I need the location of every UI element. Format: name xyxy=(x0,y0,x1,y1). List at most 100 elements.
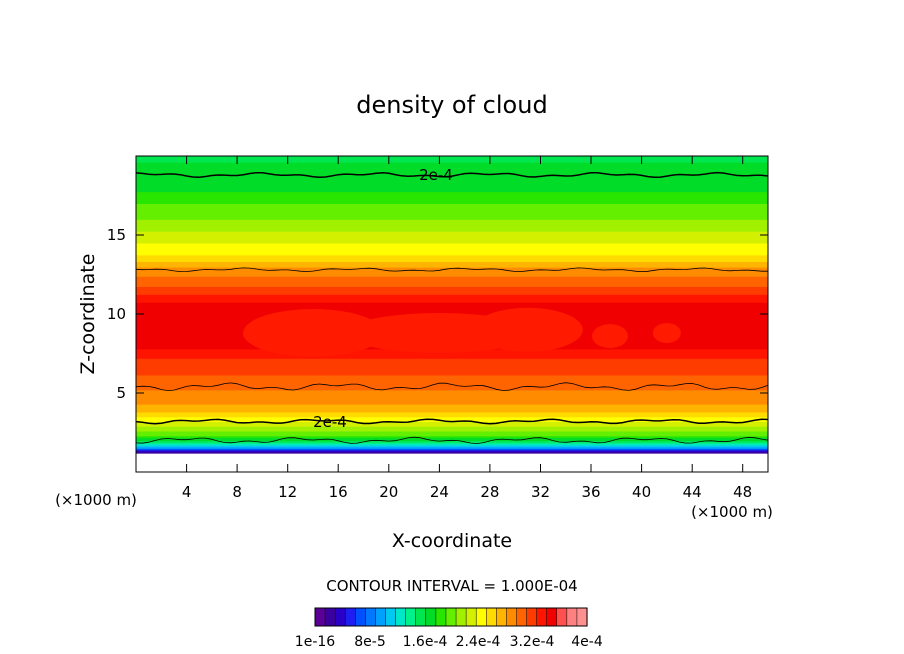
colorbar-swatch xyxy=(405,607,417,627)
colorbar-swatch xyxy=(536,607,548,627)
contour-band xyxy=(136,294,768,299)
contour-band xyxy=(136,374,768,379)
colorbar-swatch xyxy=(445,607,457,627)
colorbar-swatch xyxy=(385,607,397,627)
chart-title: density of cloud xyxy=(356,91,547,119)
contour-band xyxy=(136,369,768,373)
contour-band xyxy=(136,207,768,212)
contour-band xyxy=(136,161,768,169)
colorbar-swatch xyxy=(435,607,447,627)
colorbar-swatch xyxy=(324,607,336,627)
contour-line xyxy=(135,171,769,179)
x-tick-label: 48 xyxy=(733,483,752,501)
contour-band xyxy=(136,276,768,280)
colorbar-frame xyxy=(314,607,588,627)
contour-band xyxy=(136,437,768,440)
x-tick-label: 20 xyxy=(379,483,398,501)
colorbar-labels: 1e-16 8e-5 1.6e-4 2.4e-4 3.2e-4 4e-4 xyxy=(295,634,603,650)
x-tick-label: 40 xyxy=(632,483,651,501)
colorbar-swatch xyxy=(455,607,467,627)
contour-band xyxy=(136,358,768,362)
high-density-region xyxy=(243,309,383,357)
high-density-region xyxy=(592,324,628,349)
colorbar-swatch xyxy=(334,607,346,627)
x-tick-label: 8 xyxy=(232,483,242,501)
contour-band xyxy=(136,389,768,393)
y-axis-label: Z-coordinate xyxy=(77,254,99,375)
contour-band xyxy=(136,235,768,240)
colorbar-swatch xyxy=(546,607,558,627)
high-density-region xyxy=(652,323,681,343)
x-tick-label: 36 xyxy=(581,483,600,501)
colorbar-swatch xyxy=(344,607,356,627)
contour-band xyxy=(136,183,768,189)
contour-band xyxy=(136,441,768,445)
contour-label-upper: 2e-4 xyxy=(419,166,453,184)
contour-band xyxy=(136,445,768,448)
colorbar xyxy=(314,607,588,627)
x-tick-label: 44 xyxy=(683,483,702,501)
contour-label-lower: 2e-4 xyxy=(313,413,347,431)
contour-band xyxy=(136,219,768,224)
y-axis-ticks: 5 10 15 xyxy=(107,226,768,402)
x-tick-label: 24 xyxy=(430,483,449,501)
contour-band xyxy=(136,361,768,365)
y-tick-label: 5 xyxy=(116,384,126,402)
contour-band xyxy=(136,385,768,389)
colorbar-swatch xyxy=(475,607,487,627)
contour-band xyxy=(136,242,768,248)
contour-line xyxy=(135,436,769,444)
contour-band xyxy=(136,372,768,376)
contour-band xyxy=(136,410,768,413)
x-tick-label: 4 xyxy=(182,483,192,501)
contour-band xyxy=(136,302,768,307)
contour-band xyxy=(136,418,768,421)
x-axis-unit-right: (×1000 m) xyxy=(691,503,773,521)
colorbar-swatch xyxy=(486,607,497,627)
colorbar-swatch xyxy=(576,607,588,627)
colorbar-label: 1e-16 xyxy=(295,634,335,650)
contour-band xyxy=(136,366,768,370)
colorbar-swatch xyxy=(365,607,376,627)
contour-band xyxy=(136,413,768,416)
colorbar-swatch xyxy=(506,607,518,627)
contour-band xyxy=(136,429,768,432)
colorbar-swatch xyxy=(496,607,507,627)
contour-band xyxy=(136,269,768,274)
colorbar-swatch xyxy=(415,607,427,627)
contour-line xyxy=(135,382,769,392)
x-axis-ticks: 4 8 12 16 20 24 28 32 36 40 44 48 xyxy=(182,156,752,501)
colorbar-swatch xyxy=(566,607,578,627)
colorbar-label: 2.4e-4 xyxy=(456,634,501,650)
contour-band xyxy=(136,355,768,359)
contour-band xyxy=(136,351,768,356)
contour-band xyxy=(136,416,768,419)
x-axis-unit-left: (×1000 m) xyxy=(55,491,137,509)
contour-band xyxy=(136,430,768,434)
contour-band xyxy=(136,432,768,435)
contour-band xyxy=(136,310,768,315)
contour-band xyxy=(136,408,768,411)
contour-band xyxy=(136,401,768,405)
contour-band xyxy=(136,392,768,396)
contour-band xyxy=(136,377,768,381)
contour-band xyxy=(136,396,768,400)
x-tick-label: 16 xyxy=(329,483,348,501)
contour-band xyxy=(136,404,768,408)
contour-band xyxy=(136,448,768,451)
contour-band xyxy=(136,298,768,303)
colorbar-label: 4e-4 xyxy=(571,634,603,650)
x-axis-label: X-coordinate xyxy=(392,530,512,552)
plot-area xyxy=(135,155,769,473)
x-tick-label: 12 xyxy=(278,483,297,501)
contour-band xyxy=(136,449,768,453)
x-tick-label: 28 xyxy=(480,483,499,501)
contour-band xyxy=(136,199,768,204)
contour-band xyxy=(136,187,768,193)
contour-band xyxy=(136,191,768,197)
contour-band xyxy=(136,446,768,449)
contour-band xyxy=(136,435,768,438)
contour-band xyxy=(136,457,768,464)
contour-band xyxy=(136,434,768,437)
